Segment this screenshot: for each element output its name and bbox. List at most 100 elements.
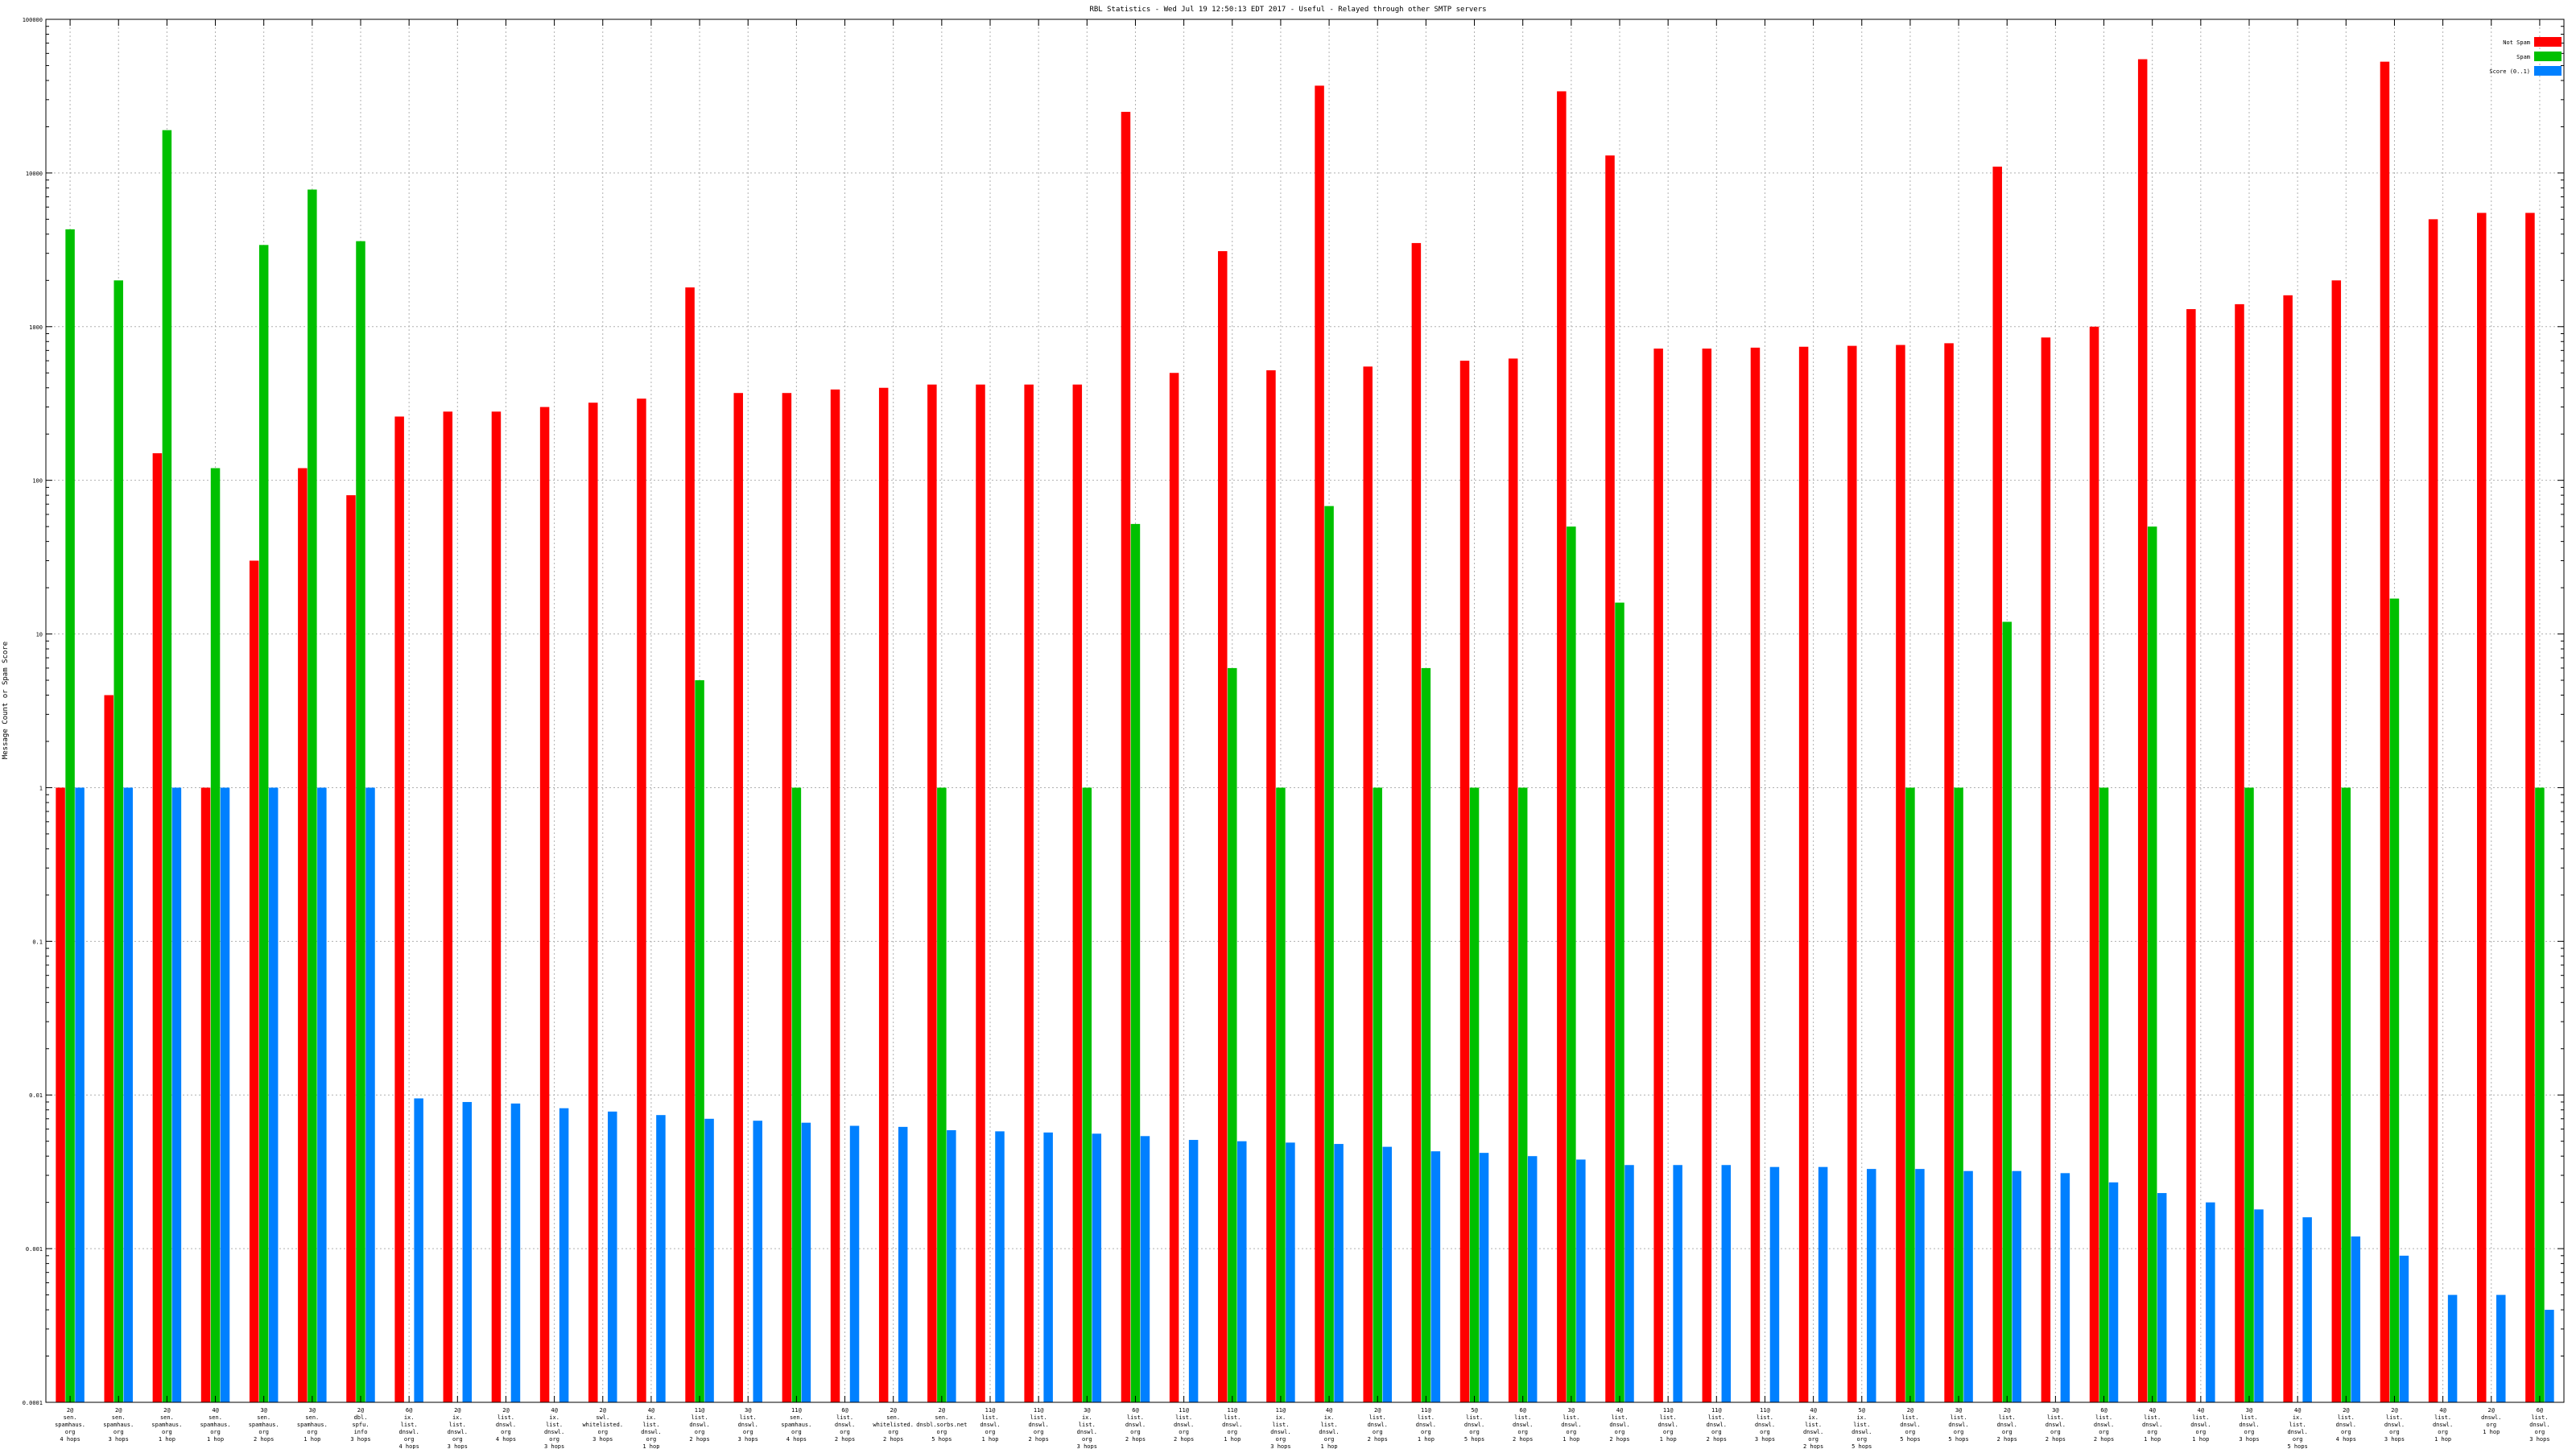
- x-tick-label: org: [404, 1436, 415, 1443]
- x-tick-label: 3 hops: [2239, 1436, 2259, 1443]
- x-tick-label: list.: [449, 1422, 466, 1428]
- x-tick-label: list.: [1514, 1414, 1531, 1421]
- x-tick-label: 3 hops: [2529, 1436, 2549, 1443]
- bar: [346, 495, 356, 1402]
- x-tick-label: list.: [1951, 1414, 1967, 1421]
- x-tick-label: org: [2002, 1429, 2013, 1435]
- x-tick-label: ix.: [1324, 1414, 1335, 1421]
- x-tick-label: org: [791, 1429, 802, 1435]
- y-tick-label: 1: [39, 785, 43, 791]
- bar: [2060, 1173, 2070, 1402]
- bar: [2545, 1310, 2554, 1402]
- x-tick-label: swl.: [596, 1414, 609, 1421]
- x-tick-label: list.: [1030, 1414, 1047, 1421]
- x-tick-label: org: [1760, 1429, 1770, 1435]
- bar: [1673, 1165, 1682, 1402]
- bar: [1411, 242, 1422, 1402]
- bar: [927, 384, 937, 1402]
- bar: [365, 787, 375, 1402]
- bar: [1188, 1140, 1199, 1402]
- x-tick-label: dnswl.: [1609, 1422, 1629, 1428]
- x-tick-label: ix.: [2293, 1414, 2303, 1421]
- x-tick-label: org: [1227, 1429, 1237, 1435]
- x-tick-label: 2@: [2004, 1407, 2011, 1414]
- x-tick-label: 3 hops: [109, 1436, 129, 1443]
- x-tick-label: dnswl.: [689, 1422, 709, 1428]
- bar: [2099, 787, 2109, 1402]
- x-tick-label: sen.: [112, 1414, 126, 1421]
- x-tick-label: list.: [1418, 1414, 1435, 1421]
- bar: [2496, 1294, 2506, 1402]
- bar: [2389, 598, 2400, 1402]
- bar: [1459, 361, 1470, 1403]
- x-tick-label: dnswl.: [1077, 1429, 1097, 1435]
- bar: [1479, 1153, 1489, 1402]
- x-tick-label: 5@: [1471, 1407, 1478, 1414]
- bar: [1905, 787, 1915, 1402]
- bar: [2137, 59, 2148, 1402]
- bar: [656, 1115, 666, 1402]
- x-tick-label: list.: [1708, 1414, 1725, 1421]
- x-tick-label: list.: [1466, 1414, 1483, 1421]
- bar: [1527, 1156, 1538, 1402]
- bar: [1567, 526, 1576, 1403]
- x-tick-label: 11@: [985, 1407, 996, 1414]
- x-tick-label: 11@: [695, 1407, 705, 1414]
- x-tick-label: org: [985, 1429, 996, 1435]
- bar: [210, 468, 221, 1403]
- x-tick-label: spamhaus.: [103, 1422, 134, 1428]
- y-axis-label: Message Count or Spam Score: [2, 642, 10, 759]
- x-tick-label: 3 hops: [2384, 1436, 2405, 1443]
- x-tick-label: list.: [1563, 1414, 1579, 1421]
- bar: [704, 1118, 714, 1402]
- x-tick-label: dnswl.: [1368, 1422, 1388, 1428]
- bar: [65, 229, 75, 1402]
- x-tick-label: ix.: [1082, 1414, 1092, 1421]
- x-tick-label: 11@: [1227, 1407, 1237, 1414]
- x-tick-label: 3 hops: [1755, 1436, 1775, 1443]
- bar: [1237, 1141, 1247, 1402]
- legend-swatch: [2534, 66, 2562, 76]
- x-tick-label: 2@: [2343, 1407, 2350, 1414]
- bar: [849, 1125, 860, 1402]
- bar: [1605, 155, 1615, 1402]
- bar: [2525, 213, 2535, 1402]
- bar: [1334, 1144, 1344, 1402]
- x-tick-label: dnswl.: [1997, 1422, 2017, 1428]
- x-tick-label: 2@: [600, 1407, 607, 1414]
- x-tick-label: 2 hops: [1997, 1436, 2017, 1443]
- bar: [1847, 345, 1857, 1402]
- bar: [1363, 366, 1373, 1403]
- bar: [2206, 1202, 2215, 1402]
- x-tick-label: list.: [2095, 1414, 2112, 1421]
- bar: [220, 787, 230, 1402]
- x-tick-label: spamhaus.: [55, 1422, 85, 1428]
- x-tick-label: 3@: [2246, 1407, 2253, 1414]
- x-tick-label: sen.: [160, 1414, 174, 1421]
- x-tick-label: 2@: [2488, 1407, 2496, 1414]
- x-tick-label: dnswl.: [399, 1429, 419, 1435]
- bar: [1043, 1132, 1053, 1402]
- x-tick-label: 3@: [2052, 1407, 2059, 1414]
- bar: [268, 787, 279, 1402]
- bar: [123, 787, 133, 1402]
- x-tick-label: org: [2293, 1436, 2303, 1443]
- bar: [317, 787, 327, 1402]
- x-tick-label: 3 hops: [544, 1443, 564, 1449]
- x-tick-label: list.: [1079, 1422, 1096, 1428]
- x-tick-label: dnsbl.sorbs.net: [916, 1422, 967, 1428]
- bar: [200, 787, 211, 1402]
- x-tick-label: org: [452, 1436, 463, 1443]
- x-tick-label: 3 hops: [350, 1436, 370, 1443]
- x-tick-label: 3@: [309, 1407, 316, 1414]
- x-tick-label: 3@: [260, 1407, 267, 1414]
- bar: [1915, 1169, 1925, 1402]
- bar: [1421, 667, 1431, 1402]
- x-tick-label: dnswl.: [1561, 1422, 1581, 1428]
- x-tick-label: 2 hops: [2094, 1436, 2114, 1443]
- x-tick-label: list.: [2434, 1414, 2451, 1421]
- x-tick-label: org: [2050, 1429, 2061, 1435]
- chart-title: RBL Statistics - Wed Jul 19 12:50:13 EDT…: [1089, 6, 1486, 14]
- x-tick-label: dnswl.: [2142, 1422, 2162, 1428]
